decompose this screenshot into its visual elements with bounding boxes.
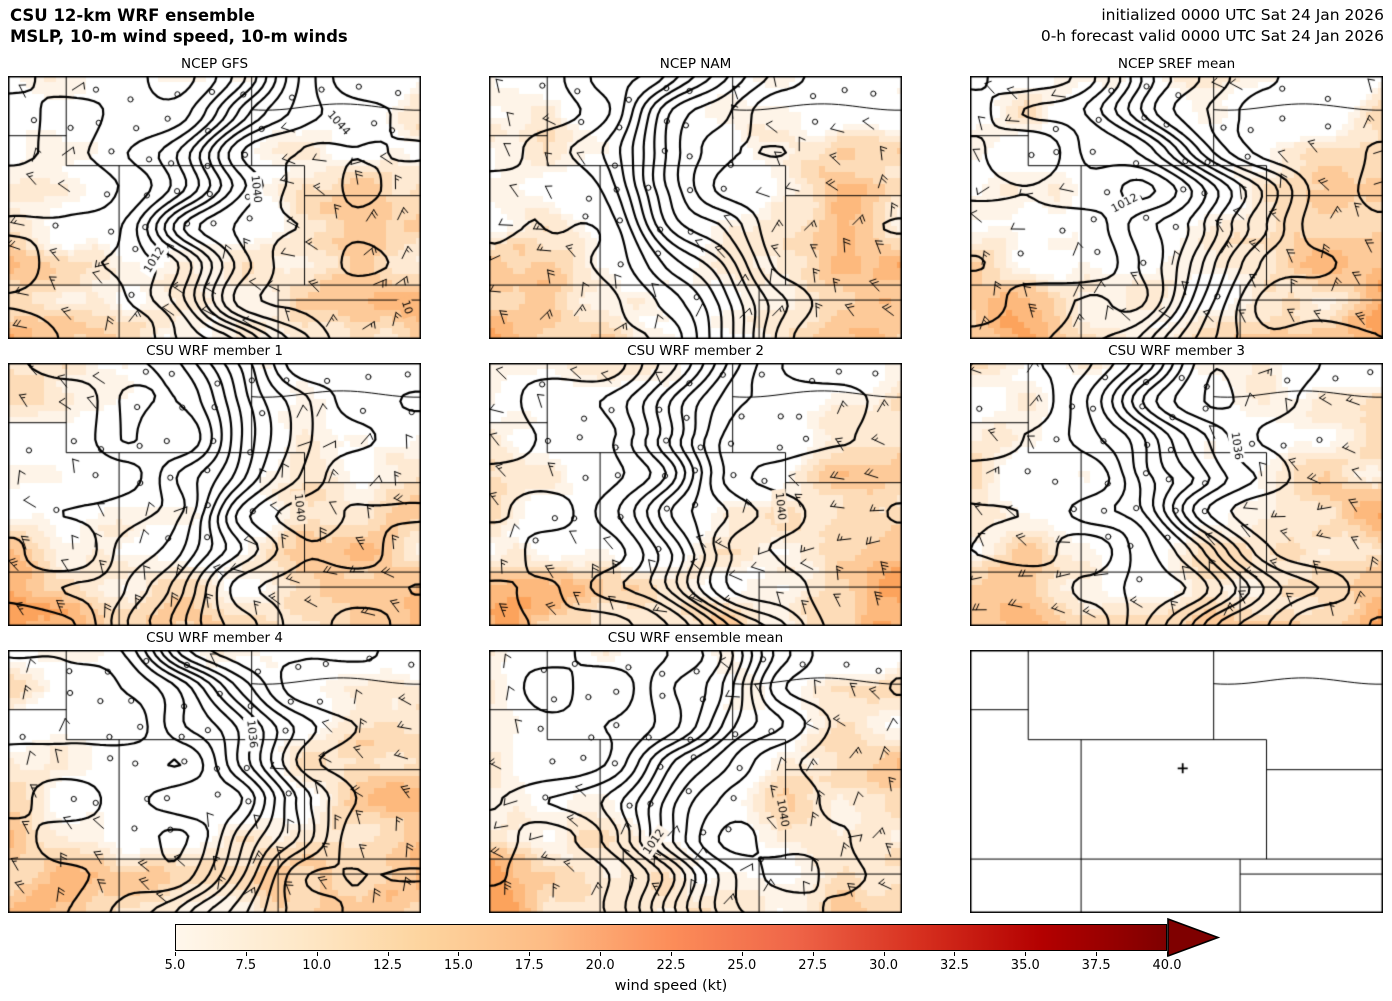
colorbar-tick-mark: [671, 952, 672, 956]
figure-title: CSU 12-km WRF ensemble: [10, 6, 255, 25]
figure-timestamp-block: initialized 0000 UTC Sat 24 Jan 2026 0-h…: [1041, 5, 1384, 47]
colorbar-tick-label: 27.5: [798, 958, 828, 973]
weather-map-canvas: [8, 76, 421, 339]
colorbar-tick-mark: [741, 952, 743, 956]
colorbar-axis-label: wind speed (kt): [614, 978, 728, 994]
weather-panel-7: CSU WRF member 4: [8, 629, 421, 913]
weather-panel-3: NCEP SREF mean: [970, 55, 1383, 339]
colorbar-tick-mark: [458, 952, 460, 956]
weather-panel-1: NCEP GFS: [8, 55, 421, 339]
colorbar-tick-label: 20.0: [585, 958, 615, 973]
panel-title: CSU WRF member 3: [1108, 343, 1245, 359]
panel-title: CSU WRF member 4: [146, 630, 283, 646]
colorbar: 5.0 7.5 10.0 12.5 15.0 17.5 20.0 22.5 25.0 27.5 30…: [165, 917, 1285, 1000]
empty-map-canvas: [970, 650, 1383, 913]
weather-map-canvas: [489, 363, 902, 626]
weather-panel-6: CSU WRF member 3: [970, 342, 1383, 626]
colorbar-tick-label: 25.0: [727, 958, 757, 973]
init-time-label: initialized 0000 UTC Sat 24 Jan 2026: [1101, 6, 1384, 24]
weather-panel-4: CSU WRF member 1: [8, 342, 421, 626]
weather-map-canvas: [489, 76, 902, 339]
colorbar-tick-label: 10.0: [302, 958, 332, 973]
colorbar-tick-mark: [1167, 952, 1168, 956]
panel-title: CSU WRF member 2: [627, 343, 764, 359]
colorbar-tick-mark: [245, 952, 247, 956]
colorbar-tick-mark: [175, 952, 176, 956]
colorbar-tick-label: 22.5: [656, 958, 686, 973]
weather-panel-9: [970, 629, 1383, 913]
colorbar-extend-arrow: [1167, 917, 1221, 958]
valid-time-label: 0-h forecast valid 0000 UTC Sat 24 Jan 2…: [1040, 27, 1384, 45]
panel-title: NCEP NAM: [659, 56, 732, 72]
panel-grid: NCEP GFS NCEP NAM NCEP SREF mean CSU WRF me…: [8, 55, 1383, 913]
colorbar-tick-mark: [883, 952, 885, 956]
colorbar-tick-mark: [812, 952, 814, 956]
weather-map-canvas: [489, 650, 902, 913]
colorbar-tick-label: 15.0: [443, 958, 473, 973]
colorbar-tick-label: 37.5: [1081, 958, 1111, 973]
panel-title: NCEP GFS: [180, 56, 249, 72]
colorbar-tick-label: 7.5: [235, 958, 257, 973]
colorbar-gradient-bar: [175, 924, 1167, 951]
weather-map-canvas: [970, 363, 1383, 626]
figure-title-block: CSU 12-km WRF ensemble MSLP, 10-m wind s…: [10, 5, 348, 47]
colorbar-tick-label: 5.0: [164, 958, 186, 973]
colorbar-tick-mark: [1025, 952, 1027, 956]
colorbar-tick-label: 30.0: [869, 958, 899, 973]
colorbar-tick-label: 40.0: [1152, 958, 1182, 973]
colorbar-ticks: 5.0 7.5 10.0 12.5 15.0 17.5 20.0 22.5 25.0 27.5 30…: [165, 924, 1181, 974]
figure-subtitle: MSLP, 10-m wind speed, 10-m winds: [10, 27, 348, 46]
weather-map-canvas: [8, 650, 421, 913]
colorbar-tick-mark: [954, 952, 956, 956]
colorbar-tick-mark: [600, 952, 602, 956]
panel-title: [970, 629, 1383, 650]
colorbar-tick-mark: [1096, 952, 1098, 956]
colorbar-tick-label: 12.5: [373, 958, 403, 973]
colorbar-tick-label: 35.0: [1010, 958, 1040, 973]
colorbar-tick-label: 32.5: [939, 958, 969, 973]
weather-map-canvas: [8, 363, 421, 626]
panel-title: CSU WRF ensemble mean: [607, 630, 784, 646]
colorbar-tick-mark: [316, 952, 318, 956]
weather-map-canvas: [970, 76, 1383, 339]
weather-panel-5: CSU WRF member 2: [489, 342, 902, 626]
weather-panel-2: NCEP NAM: [489, 55, 902, 339]
colorbar-tick-mark: [529, 952, 531, 956]
panel-title: NCEP SREF mean: [1117, 56, 1236, 72]
weather-panel-8: CSU WRF ensemble mean: [489, 629, 902, 913]
colorbar-tick-label: 17.5: [514, 958, 544, 973]
panel-title: CSU WRF member 1: [146, 343, 283, 359]
colorbar-tick-mark: [387, 952, 389, 956]
